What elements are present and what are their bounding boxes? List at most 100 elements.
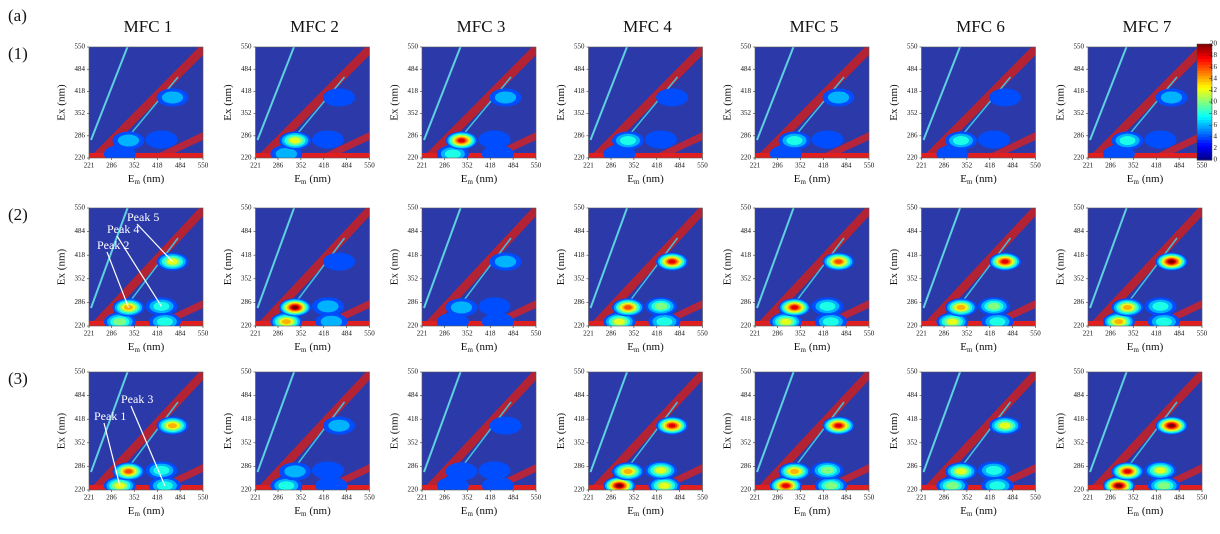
y-tick-label: 286 xyxy=(241,298,252,306)
colorbar-label: 16 xyxy=(1210,63,1218,71)
x-tick-label: 550 xyxy=(198,330,209,338)
colorbar-segment xyxy=(1197,113,1212,117)
x-axis-label: Em (nm) xyxy=(960,505,997,518)
y-tick-label: 484 xyxy=(241,227,252,235)
y-axis-label: Ex (nm) xyxy=(1055,84,1067,121)
colorbar-segment xyxy=(1197,58,1212,62)
x-tick-label: 286 xyxy=(606,330,617,338)
contour-level xyxy=(1144,130,1177,149)
contour-level xyxy=(1119,136,1136,146)
x-tick-label: 484 xyxy=(341,162,352,170)
y-tick-label: 550 xyxy=(741,43,752,51)
x-axis-label: Em (nm) xyxy=(128,505,165,518)
scatter-band xyxy=(755,372,869,490)
y-tick-label: 550 xyxy=(1074,43,1085,51)
y-tick-label: 418 xyxy=(408,251,419,259)
y-tick-label: 550 xyxy=(1074,368,1085,376)
y-tick-label: 352 xyxy=(574,109,585,117)
y-tick-label: 352 xyxy=(408,438,419,446)
y-tick-label: 484 xyxy=(1074,65,1085,73)
plot-frame xyxy=(921,46,1036,159)
scatter-band xyxy=(1088,485,1202,490)
y-tick-label: 484 xyxy=(574,227,585,235)
x-tick-label: 484 xyxy=(674,494,685,502)
scatter-band xyxy=(89,372,203,490)
y-tick-label: 550 xyxy=(907,43,918,51)
y-axis-label: Ex (nm) xyxy=(555,412,567,449)
y-tick-label: 220 xyxy=(574,486,585,494)
contour-level xyxy=(668,259,676,264)
contour-level xyxy=(654,302,668,310)
y-axis-label: Ex (nm) xyxy=(722,84,734,121)
scatter-line xyxy=(922,208,962,309)
y-tick-label: 484 xyxy=(241,65,252,73)
y-axis-label: Ex (nm) xyxy=(222,84,234,121)
x-tick-label: 418 xyxy=(485,330,496,338)
contour-level xyxy=(834,423,843,428)
x-tick-label: 352 xyxy=(629,494,640,502)
contour-level xyxy=(821,466,834,474)
y-tick-label: 550 xyxy=(408,368,419,376)
x-tick-label: 286 xyxy=(1105,162,1116,170)
y-tick-label: 418 xyxy=(741,87,752,95)
scatter-band xyxy=(648,132,703,158)
scatter-line xyxy=(756,208,795,309)
annotation: Peak 4 xyxy=(107,222,139,236)
contour-level xyxy=(834,259,843,264)
scatter-band xyxy=(755,153,869,158)
x-tick-label: 352 xyxy=(1128,162,1139,170)
y-tick-label: 286 xyxy=(1074,131,1085,139)
colorbar-segment xyxy=(1197,142,1212,146)
y-tick-label: 352 xyxy=(1074,274,1085,282)
colorbar-segment xyxy=(1197,46,1212,51)
contour-level xyxy=(947,318,958,325)
contour-level xyxy=(616,483,623,488)
y-tick-label: 220 xyxy=(75,154,86,162)
scatter-band xyxy=(422,153,536,158)
scatter-band xyxy=(755,485,869,490)
scatter-line xyxy=(1089,47,1128,141)
y-tick-label: 484 xyxy=(741,391,752,399)
y-tick-label: 550 xyxy=(75,43,86,51)
x-tick-label: 484 xyxy=(508,330,519,338)
panel xyxy=(1088,47,1202,158)
panel xyxy=(422,47,536,158)
y-tick-label: 220 xyxy=(574,154,585,162)
y-tick-label: 286 xyxy=(574,131,585,139)
panel xyxy=(255,372,370,490)
x-tick-label: 286 xyxy=(106,494,117,502)
x-tick-label: 221 xyxy=(750,494,761,502)
y-tick-label: 550 xyxy=(408,204,419,212)
colorbar-segment xyxy=(1197,73,1212,77)
colorbar-segment xyxy=(1197,145,1212,149)
x-tick-label: 352 xyxy=(462,162,473,170)
y-axis-label: Ex (nm) xyxy=(389,412,401,449)
contour-level xyxy=(824,482,838,490)
panel xyxy=(588,47,703,158)
scatter-line xyxy=(1089,208,1128,309)
scatter-band xyxy=(921,372,1036,490)
colorbar-label: 10 xyxy=(1210,98,1218,106)
y-tick-label: 286 xyxy=(408,298,419,306)
contour-level xyxy=(956,304,966,310)
x-tick-label: 221 xyxy=(916,330,927,338)
x-tick-label: 418 xyxy=(152,330,163,338)
scatter-band xyxy=(981,132,1036,158)
scatter-band xyxy=(921,321,1036,326)
y-tick-label: 550 xyxy=(241,204,252,212)
x-tick-label: 550 xyxy=(198,494,209,502)
x-tick-label: 221 xyxy=(84,330,95,338)
y-axis-label: Ex (nm) xyxy=(389,84,401,121)
x-tick-label: 221 xyxy=(250,162,261,170)
x-tick-label: 221 xyxy=(750,162,761,170)
scatter-band xyxy=(1088,372,1202,490)
x-tick-label: 418 xyxy=(1151,494,1162,502)
annotation: Peak 2 xyxy=(97,238,129,252)
contour-level xyxy=(311,461,344,480)
scatter-band xyxy=(921,153,1036,158)
y-tick-label: 484 xyxy=(574,65,585,73)
colorbar-segment xyxy=(1197,157,1212,161)
y-axis-label: Ex (nm) xyxy=(888,84,900,121)
scatter-band xyxy=(422,208,536,326)
x-tick-label: 286 xyxy=(939,162,950,170)
